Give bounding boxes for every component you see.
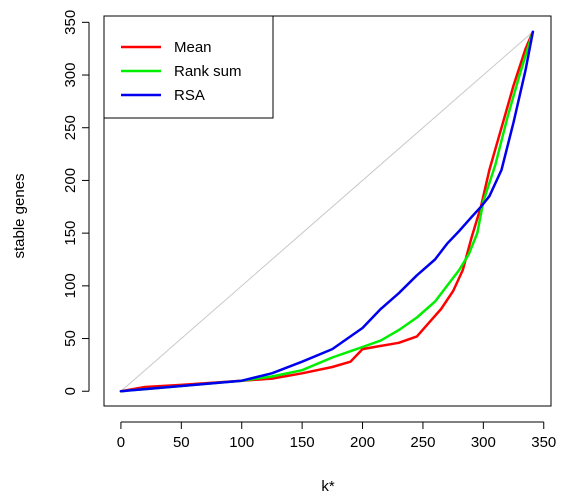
series-line-rsa xyxy=(119,30,535,393)
plot-frame xyxy=(103,15,552,407)
x-tick-label: 300 xyxy=(471,434,496,451)
y-tick-label: 250 xyxy=(62,115,79,140)
y-axis-title: stable genes xyxy=(11,173,28,258)
y-tick-label: 100 xyxy=(62,273,79,298)
x-tick-label: 200 xyxy=(350,434,375,451)
x-tick-label: 150 xyxy=(290,434,315,451)
x-tick-label: 350 xyxy=(531,434,556,451)
legend: Mean Rank sum RSA xyxy=(103,15,274,119)
y-tick-label: 200 xyxy=(62,168,79,193)
y-tick-label: 300 xyxy=(62,63,79,88)
reference-line xyxy=(120,31,534,392)
y-tick-label: 350 xyxy=(62,10,79,35)
y-tick-label: 0 xyxy=(62,387,79,395)
legend-label: RSA xyxy=(174,87,205,104)
legend-label: Rank sum xyxy=(174,63,242,80)
legend-label: Mean xyxy=(174,39,212,56)
x-tick-label: 50 xyxy=(173,434,190,451)
y-tick-label: 150 xyxy=(62,221,79,246)
y-tick-label: 50 xyxy=(62,330,79,347)
legend-box xyxy=(103,15,274,119)
x-tick-label: 100 xyxy=(229,434,254,451)
x-tick-label: 0 xyxy=(117,434,125,451)
x-tick-label: 250 xyxy=(410,434,435,451)
series-line-mean xyxy=(119,30,535,393)
series-line-rank-sum xyxy=(119,30,535,393)
x-axis-title: k* xyxy=(321,478,335,495)
